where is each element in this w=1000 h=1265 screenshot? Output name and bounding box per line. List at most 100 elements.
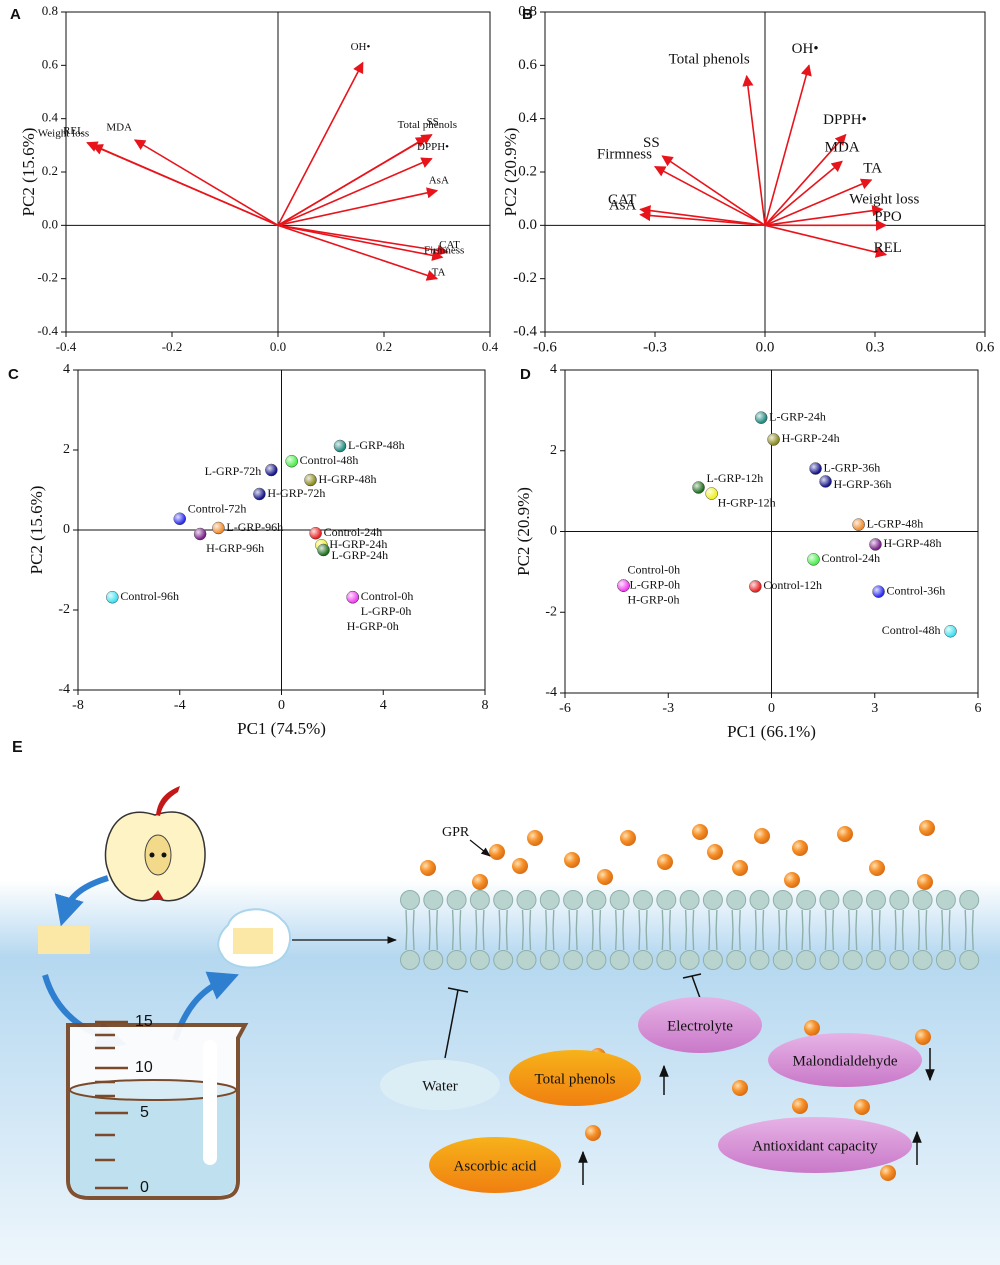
x-tick-label: -0.6: [533, 339, 557, 355]
x-tick-label: 0: [278, 698, 285, 713]
lipid-tail: [971, 909, 974, 931]
point-shine: [304, 474, 317, 486]
y-axis-title: PC2 (20.9%): [514, 487, 533, 576]
lipid-head: [679, 950, 700, 970]
point-label: L-GRP-0h: [361, 604, 412, 618]
lipid-tail: [545, 929, 548, 951]
lipid-head: [819, 890, 840, 910]
gpr-particle: [707, 844, 723, 860]
point-label: H-GRP-0h: [628, 592, 680, 606]
loading-label: AsA: [609, 197, 637, 213]
lipid-tail: [941, 929, 944, 951]
lipid-tail: [971, 929, 974, 951]
node-label: Antioxidant capacity: [752, 1138, 878, 1154]
point-label: L-GRP-48h: [867, 516, 924, 530]
point-label: H-GRP-24h: [329, 537, 387, 551]
point-label: L-GRP-36h: [824, 460, 881, 474]
lipid-head: [702, 890, 723, 910]
lipid-tail: [917, 929, 921, 951]
point-shine: [253, 488, 266, 500]
lipid-tail: [645, 909, 648, 931]
gpr-particle: [854, 1099, 870, 1115]
lipid-tail: [412, 929, 415, 951]
y-tick-label: -4: [545, 685, 557, 700]
y-tick-label: -2: [545, 604, 557, 619]
lipid-tail: [754, 929, 757, 951]
lipid-head: [772, 890, 793, 910]
lipid-tail: [505, 909, 508, 931]
point-label: H-GRP-48h: [883, 536, 941, 550]
gpr-particle: [880, 1165, 896, 1181]
lipid-head: [586, 950, 607, 970]
apple: [104, 786, 206, 902]
gpr-particle: [489, 844, 505, 860]
point-shine: [705, 487, 718, 500]
loading-arrow: [764, 133, 847, 226]
lipid-tail: [948, 929, 951, 951]
x-tick-label: -8: [72, 698, 84, 713]
x-tick-label: 4: [380, 698, 387, 713]
x-tick-label: -0.3: [643, 339, 667, 355]
node-label: Ascorbic acid: [454, 1158, 537, 1174]
x-tick-label: 0.3: [866, 339, 885, 355]
lipid-head: [469, 890, 490, 910]
gpr-particle: [792, 840, 808, 856]
lipid-tail: [964, 929, 967, 951]
x-tick-label: 0.4: [482, 339, 499, 354]
gpr-particle: [512, 858, 528, 874]
y-tick-label: 4: [550, 362, 557, 377]
lipid-head: [749, 950, 770, 970]
lipid-tail: [575, 929, 578, 951]
gpr-particle: [732, 1080, 748, 1096]
x-tick-label: -6: [559, 701, 571, 716]
lipid-tail: [615, 929, 618, 951]
y-tick-label: -0.2: [513, 270, 537, 286]
electrolyte-node: [638, 997, 762, 1053]
loading-label: REL: [874, 240, 902, 256]
lipid-head: [702, 950, 723, 970]
lipid-head: [959, 950, 980, 970]
lipid-tail: [668, 929, 671, 951]
y-tick-label: 0.2: [518, 163, 537, 179]
lipid-head: [959, 890, 980, 910]
gpr-particle: [915, 1029, 931, 1045]
lipid-tail: [412, 909, 415, 931]
point-shine: [285, 455, 298, 468]
lipid-head: [796, 950, 817, 970]
lipid-tail: [568, 909, 571, 931]
x-tick-label: 8: [482, 698, 489, 713]
lipid-head: [446, 950, 467, 970]
point-label: Control-96h: [120, 589, 179, 603]
beaker-scale: 15: [135, 1013, 153, 1030]
point-shine: [265, 464, 278, 476]
lipid-head: [493, 950, 514, 970]
point-label: L-GRP-0h: [630, 577, 681, 591]
lipid-tail: [498, 909, 501, 931]
lipid-tail: [505, 929, 508, 951]
point-label: L-GRP-48h: [348, 438, 405, 452]
panel-label: C: [8, 366, 19, 383]
point-shine: [212, 522, 225, 534]
lipid-tail: [684, 929, 688, 951]
point-shine: [944, 625, 957, 638]
lipid-head: [586, 890, 607, 910]
lipid-head: [889, 950, 910, 970]
point-shine: [872, 585, 885, 598]
panel-label: B: [522, 6, 533, 23]
loading-arrow: [91, 144, 279, 227]
point-label: Control-36h: [887, 583, 946, 597]
lipid-head: [400, 890, 420, 910]
y-tick-label: -2: [58, 602, 70, 617]
loading-label: Firmness: [597, 146, 652, 162]
x-tick-label: 3: [871, 701, 878, 716]
lipid-tail: [925, 929, 928, 951]
lipid-head: [609, 950, 630, 970]
lipid-tail: [831, 909, 835, 931]
antioxidant-node: [718, 1117, 912, 1173]
loading-label: Weight loss: [38, 128, 89, 140]
lipid-tail: [785, 929, 788, 951]
point-shine: [755, 411, 768, 424]
point-shine: [173, 512, 186, 525]
lipid-tail: [731, 929, 734, 951]
